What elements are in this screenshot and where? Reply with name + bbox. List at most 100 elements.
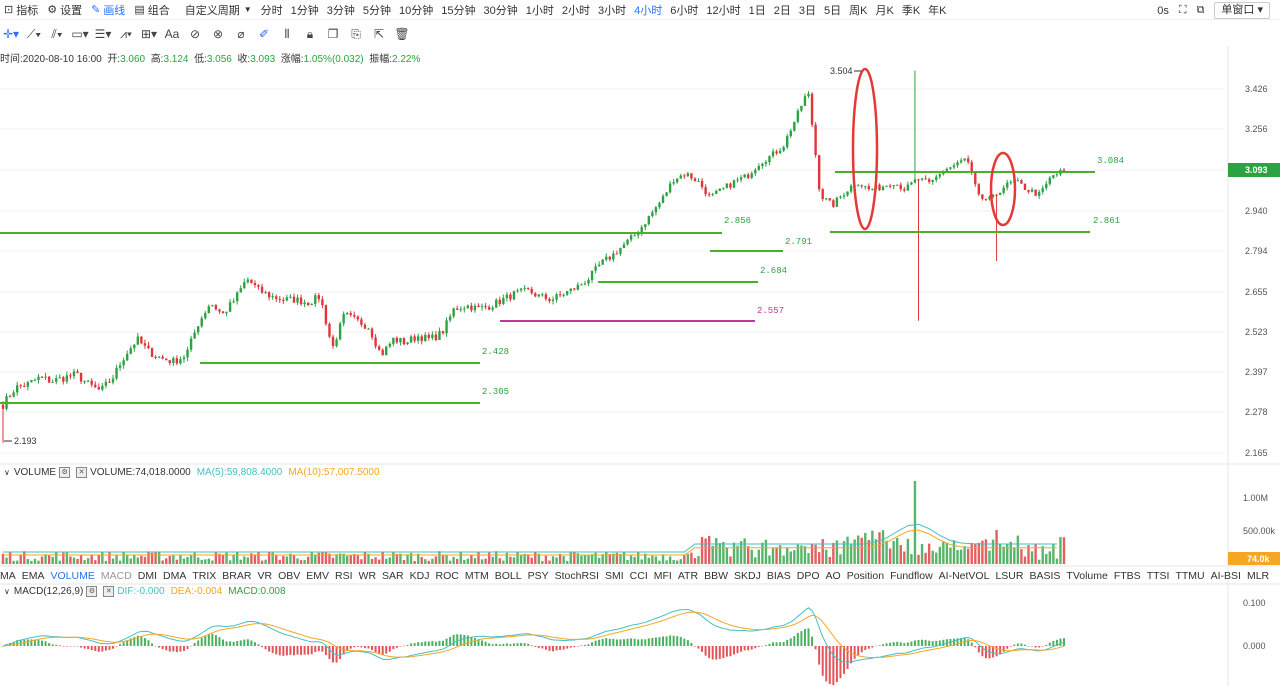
indicator-tab-mlr[interactable]: MLR — [1246, 570, 1270, 582]
collapse-chevron-icon[interactable]: ∨ — [4, 468, 10, 477]
period-18[interactable]: 月K — [875, 4, 894, 17]
period-1[interactable]: 1分钟 — [290, 4, 319, 17]
macd-histogram-bar — [871, 646, 874, 648]
line-tool-icon[interactable]: ⟋▾ — [26, 26, 42, 41]
close-icon[interactable]: ✕ — [76, 467, 88, 478]
indicator-tab-wr[interactable]: WR — [358, 570, 377, 582]
indicator-tab-stochrsi[interactable]: StochRSI — [554, 570, 599, 582]
draw-button[interactable]: ✎ 画线 — [91, 4, 126, 17]
indicator-tab-ma[interactable]: MA — [0, 570, 16, 582]
export-icon[interactable]: ⇱ — [373, 27, 385, 41]
indicator-tab-ttmu[interactable]: TTMU — [1175, 570, 1205, 582]
indicator-tab-dmi[interactable]: DMI — [137, 570, 158, 582]
candles-icon[interactable]: ⫴ — [284, 26, 290, 41]
volume-bar — [622, 552, 626, 564]
indicator-tab-sar[interactable]: SAR — [382, 570, 404, 582]
indicator-tab-dpo[interactable]: DPO — [796, 570, 820, 582]
period-12[interactable]: 12小时 — [706, 4, 741, 17]
period-5[interactable]: 15分钟 — [441, 4, 476, 17]
popout-icon[interactable]: ⧉ — [1196, 4, 1205, 16]
wave-tool-icon[interactable]: ⩘▾ — [120, 26, 132, 41]
clone-icon[interactable]: ❐ — [327, 27, 339, 41]
settings-icon[interactable]: ⚙ — [86, 586, 98, 597]
indicator-tab-volume[interactable]: VOLUME — [50, 570, 95, 582]
period-0[interactable]: 分时 — [260, 4, 283, 17]
indicator-tab-skdj[interactable]: SKDJ — [733, 570, 761, 582]
indicator-tab-roc[interactable]: ROC — [435, 570, 459, 582]
period-9[interactable]: 3小时 — [598, 4, 627, 17]
indicator-tab-atr[interactable]: ATR — [677, 570, 699, 582]
period-7[interactable]: 1小时 — [525, 4, 554, 17]
indicator-tab-trix[interactable]: TRIX — [192, 570, 217, 582]
combo-button[interactable]: ▤ 组合 — [134, 4, 170, 17]
period-11[interactable]: 6小时 — [670, 4, 699, 17]
indicators-button[interactable]: ⊡ 指标 — [4, 4, 39, 17]
indicator-tab-ttsi[interactable]: TTSI — [1146, 570, 1170, 582]
candle-body — [558, 294, 562, 296]
close-icon[interactable]: ✕ — [103, 586, 115, 597]
indicator-tab-kdj[interactable]: KDJ — [409, 570, 430, 582]
indicator-tab-emv[interactable]: EMV — [306, 570, 330, 582]
settings-icon[interactable]: ⚙ — [59, 467, 71, 478]
window-mode-select[interactable]: 单窗口 ▾ — [1214, 2, 1270, 19]
brush-icon[interactable]: ⌀ — [237, 27, 245, 41]
indicator-tab-ai-netvol[interactable]: AI-NetVOL — [938, 570, 990, 582]
indicator-tab-ai-bsi[interactable]: AI-BSI — [1210, 570, 1241, 582]
indicator-tab-fundflow[interactable]: Fundflow — [890, 570, 933, 582]
period-10[interactable]: 4小时 — [634, 4, 663, 17]
indicator-tab-mtm[interactable]: MTM — [464, 570, 489, 582]
period-20[interactable]: 年K — [928, 4, 947, 17]
volume-bar — [526, 554, 530, 564]
period-15[interactable]: 3日 — [798, 4, 817, 17]
lock-icon[interactable]: 🔒︎ — [306, 26, 314, 41]
settings-button[interactable]: ⚙ 设置 — [47, 4, 83, 17]
period-19[interactable]: 季K — [901, 4, 921, 17]
indicator-tab-position[interactable]: Position — [846, 570, 885, 582]
indicator-tab-basis[interactable]: BASIS — [1029, 570, 1061, 582]
indicator-tab-psy[interactable]: PSY — [527, 570, 549, 582]
fib-tool-icon[interactable]: ☰▾ — [94, 27, 112, 41]
macd-histogram-bar — [303, 646, 306, 655]
volume-bar — [1037, 559, 1041, 564]
indicator-tab-brar[interactable]: BRAR — [222, 570, 252, 582]
indicator-tab-ema[interactable]: EMA — [21, 570, 45, 582]
period-8[interactable]: 2小时 — [561, 4, 591, 17]
custom-period-dropdown[interactable]: 自定义周期 ▼ — [184, 4, 252, 17]
eraser-icon[interactable]: ⊘ — [189, 27, 201, 41]
period-13[interactable]: 1日 — [748, 4, 766, 17]
text-tool-icon[interactable]: Aa — [164, 27, 180, 41]
period-14[interactable]: 2日 — [773, 4, 791, 17]
indicator-tab-ao[interactable]: AO — [825, 570, 841, 582]
link-icon[interactable]: ⊗ — [212, 27, 224, 41]
indicator-tab-obv[interactable]: OBV — [278, 570, 301, 582]
period-4[interactable]: 10分钟 — [399, 4, 434, 17]
rectangle-tool-icon[interactable]: ▭▾ — [71, 27, 89, 41]
period-2[interactable]: 3分钟 — [326, 4, 355, 17]
indicator-tab-tvolume[interactable]: TVolume — [1066, 570, 1108, 582]
copy-icon[interactable]: ⎘ — [351, 26, 361, 41]
indicator-tab-lsur[interactable]: LSUR — [995, 570, 1024, 582]
indicator-tab-dma[interactable]: DMA — [163, 570, 187, 582]
period-6[interactable]: 30分钟 — [483, 4, 518, 17]
period-17[interactable]: 周K — [849, 4, 868, 17]
period-16[interactable]: 5日 — [824, 4, 842, 17]
indicator-tab-bbw[interactable]: BBW — [704, 570, 728, 582]
indicator-tab-ftbs[interactable]: FTBS — [1113, 570, 1141, 582]
indicator-tab-vr[interactable]: VR — [257, 570, 273, 582]
indicator-tab-bias[interactable]: BIAS — [766, 570, 791, 582]
measure-tool-icon[interactable]: ⊞▾ — [140, 27, 158, 41]
pencil-icon[interactable]: ✐ — [258, 27, 270, 41]
collapse-chevron-icon[interactable]: ∨ — [4, 587, 10, 596]
indicator-tab-cci[interactable]: CCI — [629, 570, 648, 582]
indicator-tab-boll[interactable]: BOLL — [494, 570, 522, 582]
indicator-tab-mfi[interactable]: MFI — [653, 570, 672, 582]
indicator-tab-smi[interactable]: SMI — [604, 570, 624, 582]
fullscreen-icon[interactable]: ⛶ — [1178, 4, 1187, 16]
period-3[interactable]: 5分钟 — [362, 4, 392, 17]
channel-tool-icon[interactable]: ⫽▾ — [51, 26, 63, 41]
trash-icon[interactable]: 🗑︎ — [394, 27, 410, 41]
crosshair-tool-icon[interactable]: ✛▾ — [2, 27, 20, 41]
indicator-tab-macd[interactable]: MACD — [100, 570, 132, 582]
indicator-tab-rsi[interactable]: RSI — [335, 570, 353, 582]
